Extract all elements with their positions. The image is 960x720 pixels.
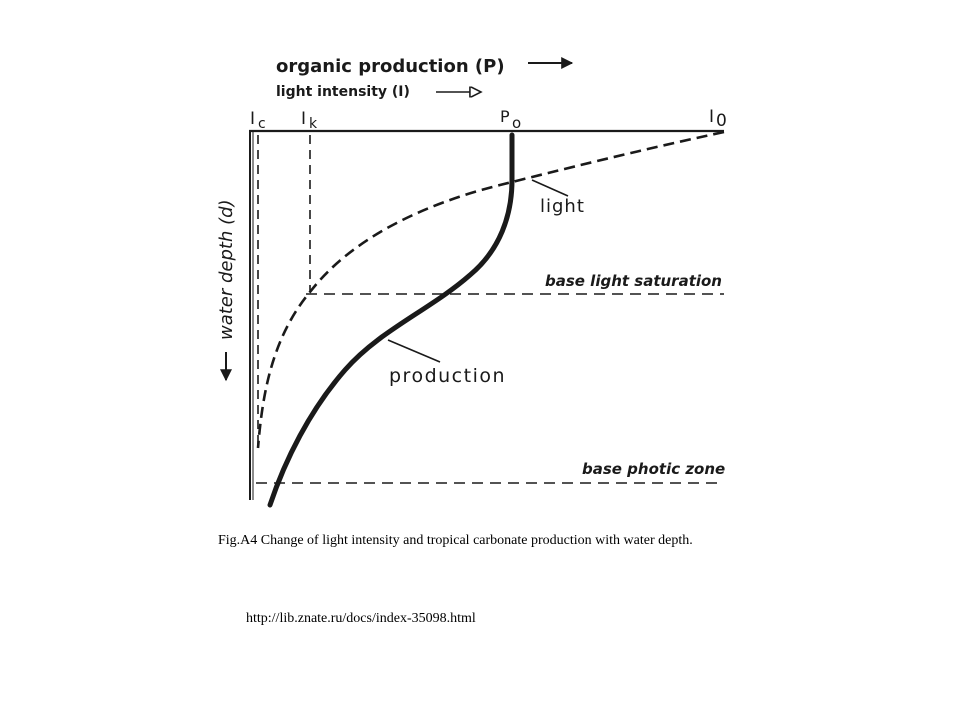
header-light-title: light intensity (I) — [276, 84, 410, 100]
depth-axis-label: water depth (d) — [216, 199, 237, 340]
source-url: http://lib.znate.ru/docs/index-35098.htm… — [246, 611, 476, 626]
header-production-title: organic production (P) — [276, 56, 505, 77]
label-i0-main: I — [709, 107, 714, 127]
light-curve — [256, 130, 725, 449]
production-curve-label: production — [389, 365, 506, 387]
label-po: P o — [500, 107, 521, 132]
label-i0: I 0 — [709, 107, 727, 131]
label-po-main: P — [500, 107, 510, 126]
label-po-sub: o — [512, 114, 521, 132]
label-ik: I k — [301, 109, 318, 132]
label-ik-sub: k — [309, 116, 318, 132]
figure-caption: Fig.A4 Change of light intensity and tro… — [218, 533, 693, 548]
label-ic: I c — [250, 109, 266, 132]
photic-zone-label: base photic zone — [582, 460, 725, 478]
light-saturation-label: base light saturation — [545, 272, 722, 290]
label-ic-sub: c — [258, 116, 266, 132]
label-i0-sub: 0 — [716, 111, 727, 131]
light-curve-label: light — [540, 196, 585, 217]
production-curve — [267, 132, 515, 508]
label-ic-main: I — [250, 109, 255, 129]
label-ik-main: I — [301, 109, 306, 129]
light-leader-line — [531, 179, 569, 197]
production-leader-line — [387, 339, 441, 363]
